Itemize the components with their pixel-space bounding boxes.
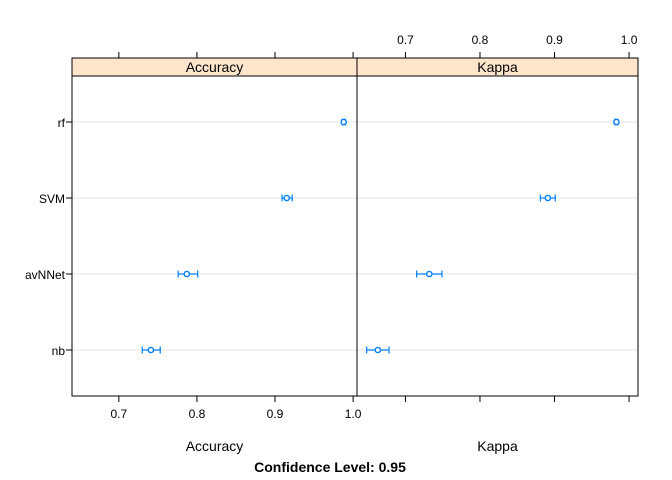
x-tick-label: 0.9 (546, 33, 563, 47)
point-rf (340, 118, 348, 126)
point-rf (613, 118, 620, 126)
point-avnnet (183, 270, 191, 278)
ci-rf (340, 118, 348, 126)
ci-avnnet (177, 270, 199, 278)
x-tick-label: 1.0 (621, 33, 638, 47)
point-nb (147, 346, 155, 354)
ci-rf (613, 118, 620, 126)
point-avnnet (425, 270, 433, 278)
ci-svm (281, 194, 293, 202)
panel-accuracy: Accuracy 0.7 0.8 0.9 1.0 Accuracy (71, 52, 362, 454)
panel-kappa: Kappa 0.7 0.8 0.9 1.0 Kappa (356, 33, 639, 454)
ci-nb (141, 346, 161, 354)
x-axis-label-kappa: Kappa (477, 438, 518, 454)
x-tick-label: 0.7 (111, 407, 128, 421)
x-axis-label-accuracy: Accuracy (186, 438, 244, 454)
y-tick-label-nb: nb (52, 344, 66, 358)
chart-caption: Confidence Level: 0.95 (254, 459, 406, 475)
point-nb (374, 346, 382, 354)
y-tick-label-rf: rf (58, 116, 66, 130)
panel-frame (71, 57, 358, 397)
strip-label: Kappa (477, 59, 518, 75)
ci-svm (539, 194, 556, 202)
strip-label: Accuracy (186, 59, 244, 75)
ci-nb (366, 346, 390, 354)
point-svm (544, 194, 552, 202)
x-tick-label: 0.8 (472, 33, 489, 47)
x-tick-label: 1.0 (345, 407, 362, 421)
ci-avnnet (416, 270, 443, 278)
y-tick-label-avnnet: avNNet (25, 268, 66, 282)
panel-frame (356, 57, 639, 397)
point-svm (283, 194, 291, 202)
x-tick-label: 0.9 (267, 407, 284, 421)
x-tick-label: 0.7 (397, 33, 414, 47)
x-tick-label: 0.8 (189, 407, 206, 421)
y-tick-label-svm: SVM (39, 192, 65, 206)
